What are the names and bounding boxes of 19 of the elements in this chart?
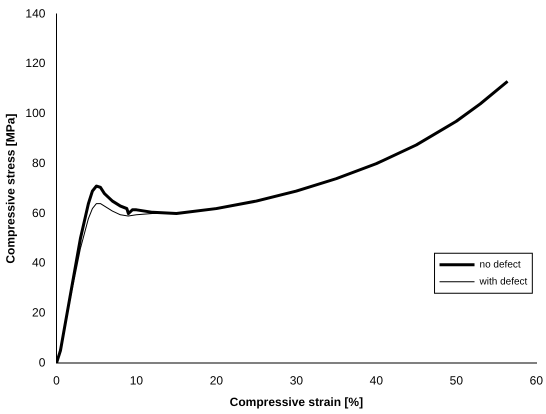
x-tick-label: 0: [53, 374, 60, 388]
y-tick-label: 100: [25, 106, 46, 120]
x-tick-label: 50: [450, 374, 464, 388]
y-tick-label: 80: [32, 156, 46, 170]
x-tick-label: 10: [130, 374, 144, 388]
y-axis-title: Compressive stress [MPa]: [4, 114, 18, 264]
x-tick-label: 20: [210, 374, 224, 388]
legend-label: with defect: [478, 276, 528, 288]
x-axis-title: Compressive strain [%]: [230, 395, 364, 410]
y-tick-label: 120: [25, 56, 46, 70]
legend-label: no defect: [480, 259, 521, 270]
y-tick-label: 40: [32, 256, 46, 270]
x-tick-label: 40: [370, 374, 384, 388]
y-tick-label: 20: [32, 306, 46, 320]
x-tick-label: 30: [290, 374, 304, 388]
y-tick-label: 140: [25, 6, 46, 20]
y-tick-label: 0: [38, 356, 46, 370]
y-tick-label: 60: [32, 206, 46, 220]
x-tick-label: 60: [530, 374, 544, 388]
